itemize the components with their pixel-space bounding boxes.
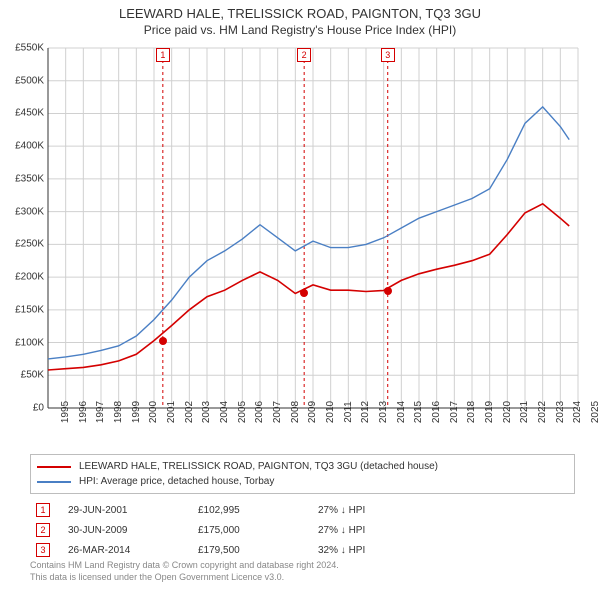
footnote-line-1: Contains HM Land Registry data © Crown c… <box>30 560 339 572</box>
x-tick-label: 2025 <box>578 401 600 423</box>
sale-marker-date: 30-JUN-2009 <box>68 525 198 536</box>
sale-point <box>384 287 392 295</box>
legend-swatch-hpi <box>37 481 71 483</box>
sale-marker-date: 29-JUN-2001 <box>68 505 198 516</box>
y-tick-label: £400K <box>15 141 44 152</box>
legend-row: HPI: Average price, detached house, Torb… <box>37 474 568 489</box>
footnote-line-2: This data is licensed under the Open Gov… <box>30 572 339 584</box>
sale-point <box>300 289 308 297</box>
chart-subtitle: Price paid vs. HM Land Registry's House … <box>0 23 600 37</box>
legend-label-property: LEEWARD HALE, TRELISSICK ROAD, PAIGNTON,… <box>79 459 438 474</box>
y-tick-label: £250K <box>15 239 44 250</box>
sale-marker-row: 3 26-MAR-2014£179,50032% ↓ HPI <box>36 540 438 560</box>
sale-marker-date: 26-MAR-2014 <box>68 545 198 556</box>
sale-marker-price: £102,995 <box>198 505 318 516</box>
sale-marker-row: 1 29-JUN-2001£102,99527% ↓ HPI <box>36 500 438 520</box>
legend-label-hpi: HPI: Average price, detached house, Torb… <box>79 474 274 489</box>
sale-marker-number: 2 <box>36 523 50 537</box>
y-tick-label: £0 <box>33 403 44 414</box>
sale-marker-price: £179,500 <box>198 545 318 556</box>
sale-marker-delta: 32% ↓ HPI <box>318 545 438 556</box>
y-tick-label: £200K <box>15 272 44 283</box>
y-tick-label: £100K <box>15 337 44 348</box>
y-tick-label: £300K <box>15 206 44 217</box>
y-tick-label: £450K <box>15 108 44 119</box>
chart-container: LEEWARD HALE, TRELISSICK ROAD, PAIGNTON,… <box>0 0 600 590</box>
sale-marker-delta: 27% ↓ HPI <box>318 505 438 516</box>
legend-swatch-property <box>37 466 71 468</box>
footnote: Contains HM Land Registry data © Crown c… <box>30 560 339 583</box>
sale-marker-row: 2 30-JUN-2009£175,00027% ↓ HPI <box>36 520 438 540</box>
y-tick-label: £50K <box>21 370 44 381</box>
sale-marker-price: £175,000 <box>198 525 318 536</box>
y-tick-label: £150K <box>15 304 44 315</box>
sale-marker-delta: 27% ↓ HPI <box>318 525 438 536</box>
y-tick-label: £500K <box>15 75 44 86</box>
sale-marker-number: 1 <box>36 503 50 517</box>
sale-point <box>159 337 167 345</box>
sale-marker-label: 2 <box>297 48 311 62</box>
sale-marker-number: 3 <box>36 543 50 557</box>
legend-row: LEEWARD HALE, TRELISSICK ROAD, PAIGNTON,… <box>37 459 568 474</box>
sale-markers-table: 1 29-JUN-2001£102,99527% ↓ HPI 2 30-JUN-200… <box>36 500 438 560</box>
chart-svg <box>48 48 578 408</box>
y-tick-label: £550K <box>15 43 44 54</box>
sale-marker-label: 3 <box>381 48 395 62</box>
legend-box: LEEWARD HALE, TRELISSICK ROAD, PAIGNTON,… <box>30 454 575 494</box>
y-tick-label: £350K <box>15 173 44 184</box>
chart-title: LEEWARD HALE, TRELISSICK ROAD, PAIGNTON,… <box>0 6 600 21</box>
title-block: LEEWARD HALE, TRELISSICK ROAD, PAIGNTON,… <box>0 0 600 37</box>
chart-plot-area: £0£50K£100K£150K£200K£250K£300K£350K£400… <box>48 48 578 408</box>
sale-marker-label: 1 <box>156 48 170 62</box>
